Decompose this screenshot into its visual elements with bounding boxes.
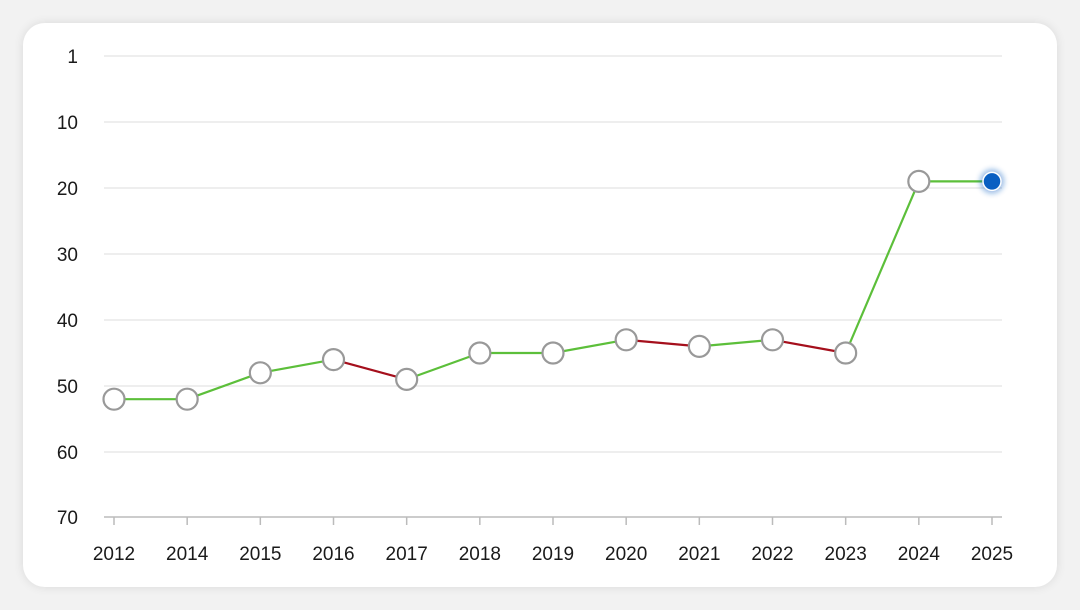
x-tick-label: 2016 — [312, 544, 354, 565]
data-point[interactable] — [321, 348, 346, 372]
line-segment — [551, 338, 628, 355]
x-tick-label: 2025 — [971, 544, 1013, 565]
series-line — [112, 180, 994, 401]
line-segment — [259, 358, 335, 374]
x-tick-label: 2018 — [459, 544, 501, 565]
x-tick-label: 2024 — [898, 544, 941, 565]
y-tick-label: 1 — [67, 47, 78, 68]
x-tick-label: 2022 — [751, 544, 793, 565]
data-point[interactable] — [102, 387, 126, 411]
line-segment — [186, 371, 262, 401]
line-segment — [771, 338, 847, 355]
x-tick-label: 2012 — [93, 544, 135, 565]
x-axis-labels: 2012 2014 2015 2016 2017 2018 2019 2020 2021 2022… — [93, 544, 1013, 565]
data-point[interactable] — [834, 341, 858, 365]
data-point[interactable] — [395, 367, 419, 391]
y-tick-label: 70 — [57, 508, 78, 529]
x-tick-label: 2017 — [386, 544, 428, 565]
line-segment — [625, 338, 701, 348]
line-segment — [332, 358, 408, 381]
data-point-highlighted[interactable] — [982, 171, 1002, 192]
data-point[interactable] — [907, 169, 931, 193]
data-point[interactable] — [541, 341, 565, 365]
data-point[interactable] — [760, 328, 785, 352]
x-axis — [104, 516, 1002, 525]
x-tick-label: 2023 — [825, 544, 867, 565]
x-tick-label: 2021 — [678, 544, 720, 565]
data-point[interactable] — [175, 387, 199, 411]
x-tick-label: 2020 — [605, 544, 647, 565]
chart-card — [23, 23, 1057, 587]
line-segment — [844, 180, 920, 355]
x-tick-label: 2015 — [239, 544, 281, 565]
y-axis-labels: 1 10 20 30 40 50 60 70 — [57, 47, 78, 529]
line-segment — [698, 338, 774, 348]
y-tick-label: 30 — [57, 245, 78, 266]
y-tick-label: 20 — [57, 179, 78, 200]
line-segment — [405, 351, 481, 381]
y-tick-label: 50 — [57, 377, 78, 398]
y-tick-label: 40 — [57, 311, 78, 332]
series-points — [102, 169, 1004, 411]
data-point[interactable] — [687, 334, 711, 358]
data-point[interactable] — [614, 328, 638, 352]
gridlines — [104, 55, 1002, 453]
data-point[interactable] — [468, 341, 492, 365]
y-tick-label: 60 — [57, 443, 78, 464]
x-tick-label: 2014 — [166, 544, 209, 565]
data-point[interactable] — [248, 361, 272, 385]
y-tick-label: 10 — [57, 113, 78, 134]
x-tick-label: 2019 — [532, 544, 574, 565]
